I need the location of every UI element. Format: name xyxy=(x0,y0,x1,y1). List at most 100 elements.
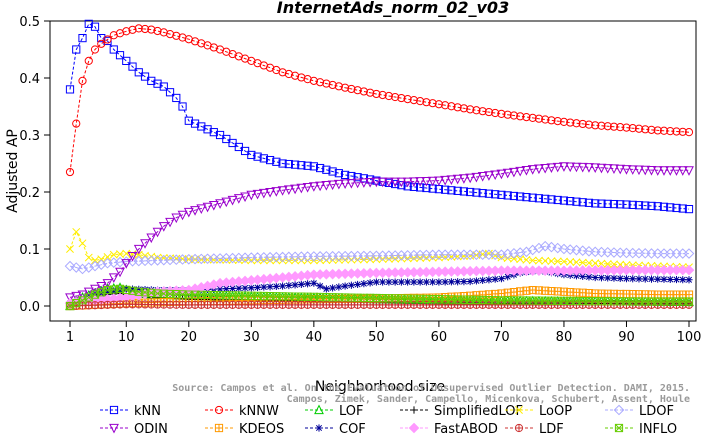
data-point xyxy=(84,253,93,262)
data-point xyxy=(416,278,424,286)
legend-label: KDEOS xyxy=(239,422,284,434)
data-point xyxy=(115,267,125,278)
data-point xyxy=(202,202,213,213)
data-point xyxy=(247,284,255,292)
data-point xyxy=(597,199,606,208)
data-point xyxy=(385,278,393,286)
y-tick-label: 0.2 xyxy=(19,186,40,201)
legend-marker xyxy=(410,406,418,414)
legend-item-ldof: LDOF xyxy=(605,404,674,419)
data-point xyxy=(177,210,188,221)
data-point xyxy=(97,34,106,43)
data-point xyxy=(228,284,237,293)
data-point xyxy=(284,69,293,79)
data-point xyxy=(429,278,437,286)
data-point xyxy=(484,107,494,117)
data-point xyxy=(183,207,194,218)
data-point xyxy=(241,284,249,292)
data-point xyxy=(553,116,562,126)
data-point xyxy=(91,256,99,265)
data-point xyxy=(454,278,462,286)
data-point xyxy=(109,250,118,259)
data-point xyxy=(559,196,569,205)
data-point xyxy=(303,75,312,84)
data-point xyxy=(491,190,500,199)
data-point xyxy=(447,278,456,286)
data-point xyxy=(610,260,618,269)
data-point xyxy=(428,99,437,108)
data-point xyxy=(78,239,87,248)
y-tick-label: 0.5 xyxy=(19,15,40,30)
data-point xyxy=(459,104,469,113)
y-axis-label: Adjusted AP xyxy=(5,129,21,213)
data-point xyxy=(103,35,112,44)
data-point xyxy=(377,177,388,188)
data-point xyxy=(684,205,694,214)
data-point xyxy=(609,164,619,175)
data-point xyxy=(316,78,325,87)
data-point xyxy=(479,276,487,284)
legend-marker xyxy=(614,423,624,433)
data-point xyxy=(246,190,257,201)
data-point xyxy=(577,162,588,173)
data-point xyxy=(390,177,401,188)
legend-item-inflo: INFLO xyxy=(605,422,677,434)
data-point xyxy=(309,162,318,171)
data-point xyxy=(566,257,575,266)
legend-item-simplifiedlof: SimplifiedLOF xyxy=(400,404,523,419)
legend-marker xyxy=(214,405,224,415)
x-tick-label: 100 xyxy=(677,330,702,345)
data-point xyxy=(296,183,307,194)
data-point xyxy=(447,102,456,111)
data-point xyxy=(622,275,631,283)
data-point xyxy=(404,278,412,286)
data-point xyxy=(190,119,200,128)
data-point xyxy=(308,182,319,192)
data-point xyxy=(459,187,469,196)
legend-marker xyxy=(109,405,119,415)
data-point xyxy=(679,276,687,284)
legend-item-loop: LoOP xyxy=(505,404,572,419)
data-point xyxy=(222,285,230,293)
data-point xyxy=(627,165,638,175)
data-point xyxy=(522,255,531,264)
data-point xyxy=(472,277,481,285)
data-point xyxy=(452,174,463,185)
data-point xyxy=(579,272,587,280)
data-point xyxy=(196,204,207,215)
data-point xyxy=(233,194,244,204)
data-point xyxy=(328,167,337,176)
series-line-loop xyxy=(69,230,690,268)
data-point xyxy=(366,88,375,97)
data-point xyxy=(534,114,544,123)
data-point xyxy=(528,256,537,265)
data-point xyxy=(534,164,544,175)
data-point xyxy=(546,163,557,173)
data-point xyxy=(677,166,688,176)
data-point xyxy=(646,166,657,176)
data-point xyxy=(103,288,112,296)
data-point xyxy=(84,56,93,66)
data-point xyxy=(335,283,343,291)
data-point xyxy=(303,280,312,288)
data-point xyxy=(253,152,262,161)
data-point xyxy=(665,166,676,176)
legend-marker xyxy=(214,423,224,433)
legend-item-odin: ODIN xyxy=(100,422,168,434)
data-point xyxy=(527,165,538,175)
data-point xyxy=(534,194,544,203)
data-point xyxy=(503,191,512,200)
data-point xyxy=(291,281,299,289)
data-point xyxy=(683,248,695,259)
x-tick-label: 80 xyxy=(556,330,573,345)
data-point xyxy=(628,124,637,133)
data-point xyxy=(72,119,81,128)
data-point xyxy=(278,282,287,290)
data-point xyxy=(584,120,594,129)
data-point xyxy=(552,242,564,254)
data-point xyxy=(684,128,694,137)
data-point xyxy=(371,177,382,188)
data-point xyxy=(660,275,668,283)
data-point xyxy=(66,245,74,253)
x-tick-label: 90 xyxy=(618,330,635,345)
